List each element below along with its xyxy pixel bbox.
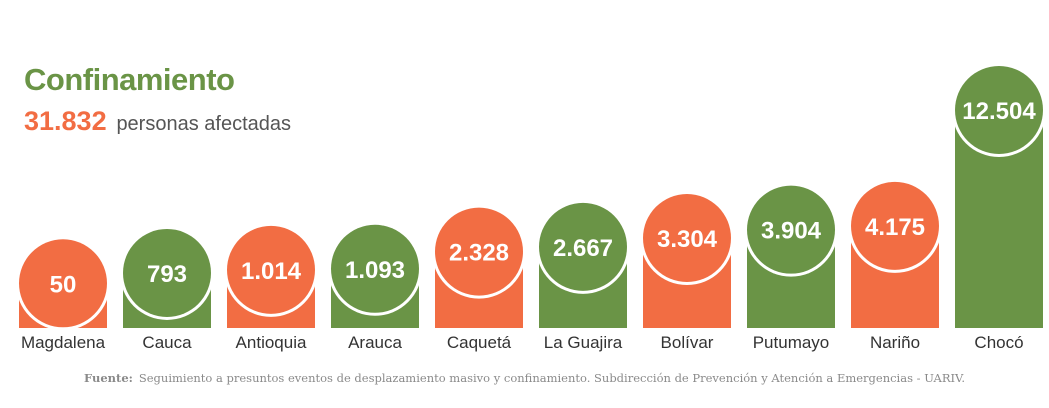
bar-group: 3.904 Putumayo [744,182,838,352]
bar-cap [435,207,523,296]
chart-subtitle: 31.832 personas afectadas [24,106,291,137]
data-label: 12.504 [962,98,1036,125]
category-label: La Guajira [544,333,623,352]
bar-group: 2.328 Caquetá [432,204,526,352]
bar-cap [643,194,731,283]
bar-cap [955,66,1043,154]
total-count: 31.832 [24,106,107,136]
chart-title: Confinamiento [24,62,235,97]
bar-cap [539,202,627,291]
data-label: 4.175 [865,214,925,241]
category-label: Arauca [348,333,402,352]
category-label: Magdalena [21,333,106,352]
data-label: 1.014 [241,258,302,285]
category-label: Antioquia [236,333,307,352]
category-label: Cauca [142,333,192,352]
source-label: Fuente: [84,371,133,385]
source-text: Seguimiento a presuntos eventos de despl… [138,371,965,385]
bar-group: 2.667 La Guajira [536,199,630,352]
data-label: 50 [50,271,77,298]
bar-cap [331,224,419,313]
bar-group: 12.504 Chocó [952,63,1046,352]
bar-cap [747,185,835,274]
bar-cap [851,181,939,270]
category-label: Nariño [870,333,920,352]
bar-group: 4.175 Nariño [848,178,942,352]
bar-group: 793 Cauca [120,225,214,352]
source-note: Fuente: Seguimiento a presuntos eventos d… [0,371,1049,385]
data-label: 3.904 [761,218,822,245]
bar-group: 1.093 Arauca [328,221,422,352]
total-suffix: personas afectadas [116,113,291,135]
bar-cap [19,239,107,328]
category-label: Chocó [974,333,1023,352]
bar-group: 1.014 Antioquia [224,222,318,352]
bar-cap [227,225,315,314]
bar-cap [123,228,211,317]
category-label: Caquetá [447,333,512,352]
data-label: 2.328 [449,240,509,267]
data-label: 2.667 [553,235,613,262]
category-label: Bolívar [661,333,714,352]
category-label: Putumayo [753,333,830,352]
bar-group: 3.304 Bolívar [640,191,734,352]
data-label: 3.304 [657,226,718,253]
bar-group: 50 Magdalena [16,236,110,352]
data-label: 793 [147,261,187,288]
data-label: 1.093 [345,257,405,284]
